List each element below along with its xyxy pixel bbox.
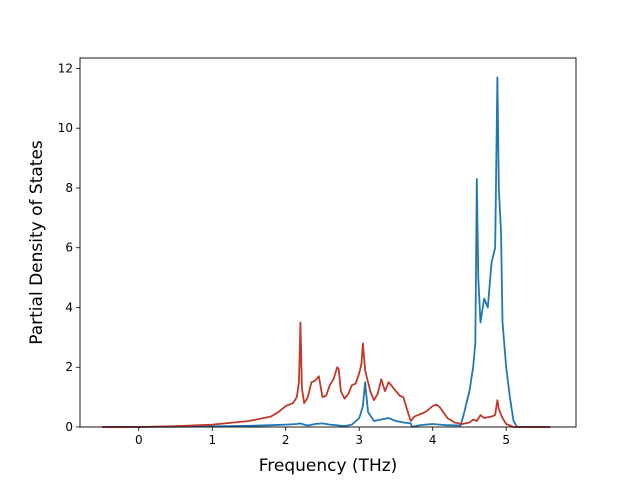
y-axis-label: Partial Density of States [27, 140, 47, 345]
x-tick-label: 5 [502, 433, 510, 447]
plot-frame [79, 57, 577, 428]
x-axis-ticks: 0 1 2 3 4 5 [135, 427, 510, 447]
series-line-2 [102, 321, 551, 428]
y-tick-label: 8 [65, 181, 73, 195]
series-layer [102, 76, 551, 428]
x-tick-label: 3 [355, 433, 363, 447]
y-tick-label: 12 [58, 61, 73, 75]
x-tick-label: 2 [282, 433, 290, 447]
y-tick-label: 0 [65, 420, 73, 434]
y-tick-label: 4 [65, 300, 73, 314]
y-tick-label: 2 [65, 360, 73, 374]
x-tick-label: 1 [208, 433, 216, 447]
x-tick-label: 0 [135, 433, 143, 447]
x-axis-label: Frequency (THz) [259, 456, 398, 476]
series-line-1 [102, 76, 551, 428]
y-tick-label: 10 [58, 121, 73, 135]
x-tick-label: 4 [429, 433, 437, 447]
y-axis-ticks: 0 2 4 6 8 10 12 [58, 61, 80, 434]
y-tick-label: 6 [65, 241, 73, 255]
